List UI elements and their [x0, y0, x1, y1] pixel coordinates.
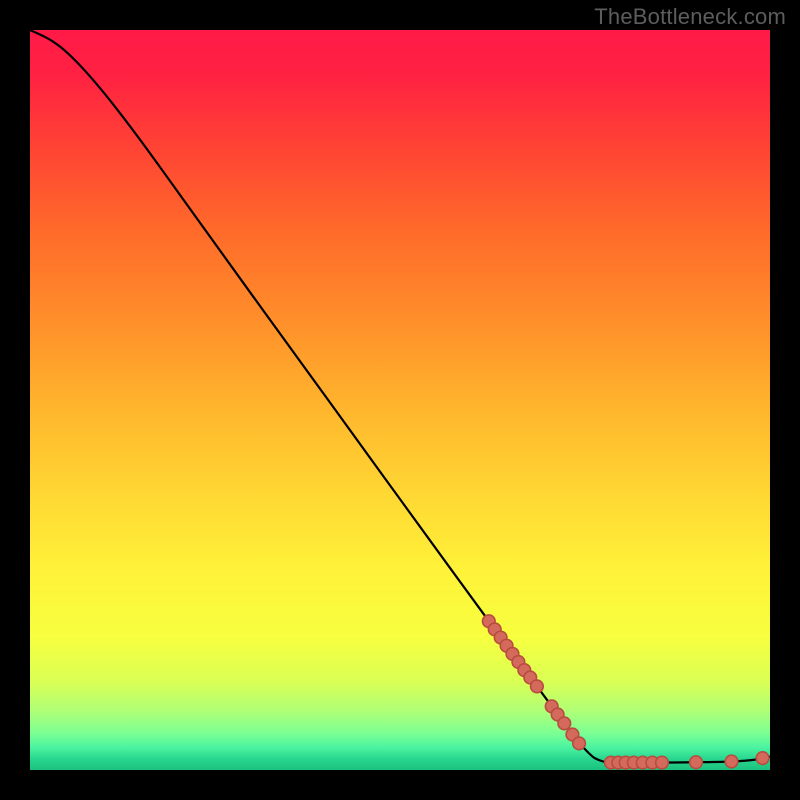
marker-group [483, 615, 769, 769]
data-marker [690, 756, 703, 769]
chart-svg [30, 30, 770, 770]
data-marker [531, 680, 544, 693]
attribution-watermark: TheBottleneck.com [594, 4, 786, 30]
data-marker [756, 752, 769, 765]
bottleneck-curve [30, 30, 770, 763]
plot-frame [30, 30, 770, 770]
data-marker [656, 756, 669, 769]
data-marker [725, 755, 738, 768]
data-marker [558, 717, 571, 730]
data-marker [573, 737, 586, 750]
plot-area [30, 30, 770, 770]
